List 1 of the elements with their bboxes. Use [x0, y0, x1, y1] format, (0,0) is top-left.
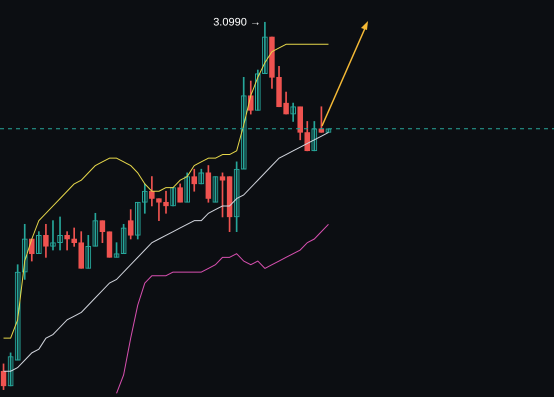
annotation: 3.0990 → — [213, 16, 261, 28]
